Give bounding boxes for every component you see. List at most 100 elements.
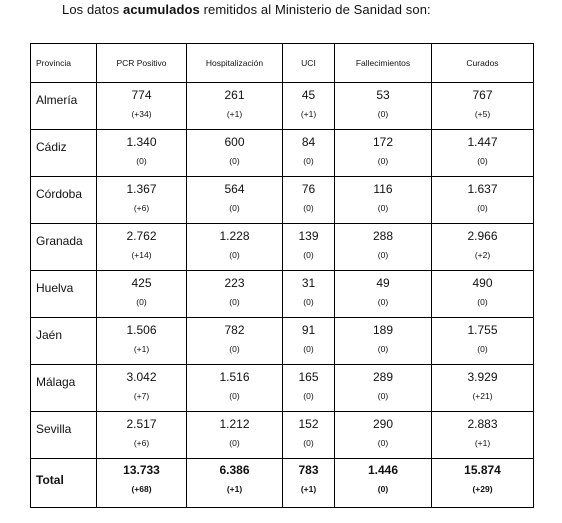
curados-delta: (0) bbox=[477, 156, 488, 166]
uci-delta: (0) bbox=[303, 156, 314, 166]
curados-value: 3.929 bbox=[467, 370, 498, 384]
uci-value: 76 bbox=[301, 182, 316, 196]
cell-provincia: Córdoba bbox=[30, 176, 97, 224]
uci-delta: (+1) bbox=[300, 109, 317, 119]
cell-hospitalizacion: 1.212 (0) bbox=[186, 411, 283, 459]
cell-fallecimientos: 290 (0) bbox=[334, 411, 432, 459]
pcr-positivo-value: 425 bbox=[131, 276, 152, 290]
intro-text-before: Los datos bbox=[62, 2, 123, 17]
curados-value: 490 bbox=[472, 276, 493, 290]
uci-delta: (+1) bbox=[300, 484, 317, 494]
provincia-name: Huelva bbox=[36, 281, 74, 295]
provincia-name: Sevilla bbox=[36, 422, 72, 436]
hospitalizacion-delta: (0) bbox=[229, 250, 240, 260]
table-row: Córdoba 1.367 (+6) 564 (0) 76 (0) 116 (0) 1.637 (0… bbox=[30, 176, 534, 224]
cell-pcr-positivo: 425 (0) bbox=[96, 270, 187, 318]
cell-hospitalizacion: 782 (0) bbox=[186, 317, 283, 365]
hospitalizacion-delta: (0) bbox=[229, 391, 240, 401]
cell-curados: 15.874 (+29) bbox=[431, 458, 534, 508]
cell-fallecimientos: 172 (0) bbox=[334, 129, 432, 177]
table-row: Sevilla 2.517 (+6) 1.212 (0) 152 (0) 290 (0) 2.88… bbox=[30, 411, 534, 459]
curados-value: 1.447 bbox=[467, 135, 498, 149]
fallecimientos-delta: (0) bbox=[377, 344, 389, 354]
hospitalizacion-delta: (0) bbox=[229, 203, 240, 213]
pcr-positivo-value: 3.042 bbox=[126, 370, 157, 384]
curados-value: 2.883 bbox=[467, 417, 498, 431]
fallecimientos-delta: (0) bbox=[377, 203, 389, 213]
cell-pcr-positivo: 774 (+34) bbox=[96, 82, 187, 130]
cell-pcr-positivo: 1.367 (+6) bbox=[96, 176, 187, 224]
provincia-name: Granada bbox=[36, 234, 83, 248]
hospitalizacion-delta: (+1) bbox=[226, 484, 243, 494]
intro-text-bold: acumulados bbox=[123, 2, 200, 17]
cell-provincia: Sevilla bbox=[30, 411, 97, 459]
fallecimientos-value: 1.446 bbox=[367, 463, 399, 477]
provincia-name: Almería bbox=[36, 93, 78, 107]
table-row: Jaén 1.506 (+1) 782 (0) 91 (0) 189 (0) 1.755 (0) bbox=[30, 317, 534, 365]
cell-provincia: Jaén bbox=[30, 317, 97, 365]
cell-uci: 783 (+1) bbox=[282, 458, 335, 508]
cell-uci: 76 (0) bbox=[282, 176, 335, 224]
cell-hospitalizacion: 1.516 (0) bbox=[186, 364, 283, 412]
uci-delta: (0) bbox=[303, 297, 314, 307]
header-hospitalizacion: Hospitalización bbox=[186, 43, 283, 83]
fallecimientos-value: 290 bbox=[372, 417, 394, 431]
pcr-positivo-value: 1.506 bbox=[126, 323, 157, 337]
table-total-row: Total 13.733 (+68) 6.386 (+1) 783 (+1) 1.446 (0)… bbox=[30, 458, 534, 508]
uci-value: 91 bbox=[301, 323, 316, 337]
hospitalizacion-delta: (+1) bbox=[226, 109, 243, 119]
cell-pcr-positivo: 3.042 (+7) bbox=[96, 364, 187, 412]
cell-curados: 3.929 (+21) bbox=[431, 364, 534, 412]
pcr-positivo-delta: (+14) bbox=[131, 250, 152, 260]
uci-value: 84 bbox=[301, 135, 316, 149]
cell-curados: 1.447 (0) bbox=[431, 129, 534, 177]
cell-provincia: Almería bbox=[30, 82, 97, 130]
cell-provincia: Huelva bbox=[30, 270, 97, 318]
cell-pcr-positivo: 1.506 (+1) bbox=[96, 317, 187, 365]
cell-fallecimientos: 289 (0) bbox=[334, 364, 432, 412]
table-row: Huelva 425 (0) 223 (0) 31 (0) 49 (0) 490 (0) bbox=[30, 270, 534, 318]
pcr-positivo-value: 2.762 bbox=[126, 229, 157, 243]
pcr-positivo-value: 2.517 bbox=[126, 417, 157, 431]
curados-delta: (+2) bbox=[474, 250, 491, 260]
cell-pcr-positivo: 2.762 (+14) bbox=[96, 223, 187, 271]
fallecimientos-value: 288 bbox=[372, 229, 394, 243]
cell-hospitalizacion: 6.386 (+1) bbox=[186, 458, 283, 508]
hospitalizacion-value: 782 bbox=[224, 323, 245, 337]
hospitalizacion-value: 1.212 bbox=[219, 417, 250, 431]
fallecimientos-delta: (0) bbox=[377, 109, 389, 119]
table-row: Cádiz 1.340 (0) 600 (0) 84 (0) 172 (0) 1.447 (0) bbox=[30, 129, 534, 177]
cell-uci: 91 (0) bbox=[282, 317, 335, 365]
table-header-row: Provincia PCR Positivo Hospitalización U… bbox=[30, 43, 534, 83]
cell-curados: 767 (+5) bbox=[431, 82, 534, 130]
provincia-name: Málaga bbox=[36, 375, 76, 389]
pcr-positivo-delta: (+68) bbox=[131, 484, 152, 494]
uci-value: 165 bbox=[298, 370, 319, 384]
hospitalizacion-delta: (0) bbox=[229, 438, 240, 448]
hospitalizacion-value: 6.386 bbox=[219, 463, 250, 477]
pcr-positivo-delta: (0) bbox=[136, 156, 147, 166]
table-row: Málaga 3.042 (+7) 1.516 (0) 165 (0) 289 (0) 3.929… bbox=[30, 364, 534, 412]
fallecimientos-value: 172 bbox=[372, 135, 394, 149]
fallecimientos-value: 116 bbox=[373, 182, 393, 196]
cell-curados: 2.966 (+2) bbox=[431, 223, 534, 271]
provincia-name: Jaén bbox=[36, 328, 63, 342]
uci-delta: (0) bbox=[303, 203, 314, 213]
fallecimientos-delta: (0) bbox=[377, 391, 389, 401]
cell-fallecimientos: 49 (0) bbox=[334, 270, 432, 318]
curados-delta: (+1) bbox=[474, 438, 491, 448]
cell-fallecimientos: 53 (0) bbox=[334, 82, 432, 130]
uci-value: 31 bbox=[301, 276, 316, 290]
pcr-positivo-delta: (+6) bbox=[133, 438, 150, 448]
fallecimientos-value: 49 bbox=[376, 276, 390, 290]
header-uci: UCI bbox=[282, 43, 335, 83]
uci-value: 152 bbox=[298, 417, 319, 431]
pcr-positivo-delta: (0) bbox=[136, 297, 147, 307]
table-body: Almería 774 (+34) 261 (+1) 45 (+1) 53 (0) 767 (+5)… bbox=[30, 82, 534, 508]
curados-delta: (0) bbox=[477, 344, 488, 354]
fallecimientos-value: 53 bbox=[376, 88, 390, 102]
cell-fallecimientos: 288 (0) bbox=[334, 223, 432, 271]
uci-delta: (0) bbox=[303, 250, 314, 260]
pcr-positivo-value: 1.340 bbox=[126, 135, 157, 149]
cell-curados: 1.755 (0) bbox=[431, 317, 534, 365]
